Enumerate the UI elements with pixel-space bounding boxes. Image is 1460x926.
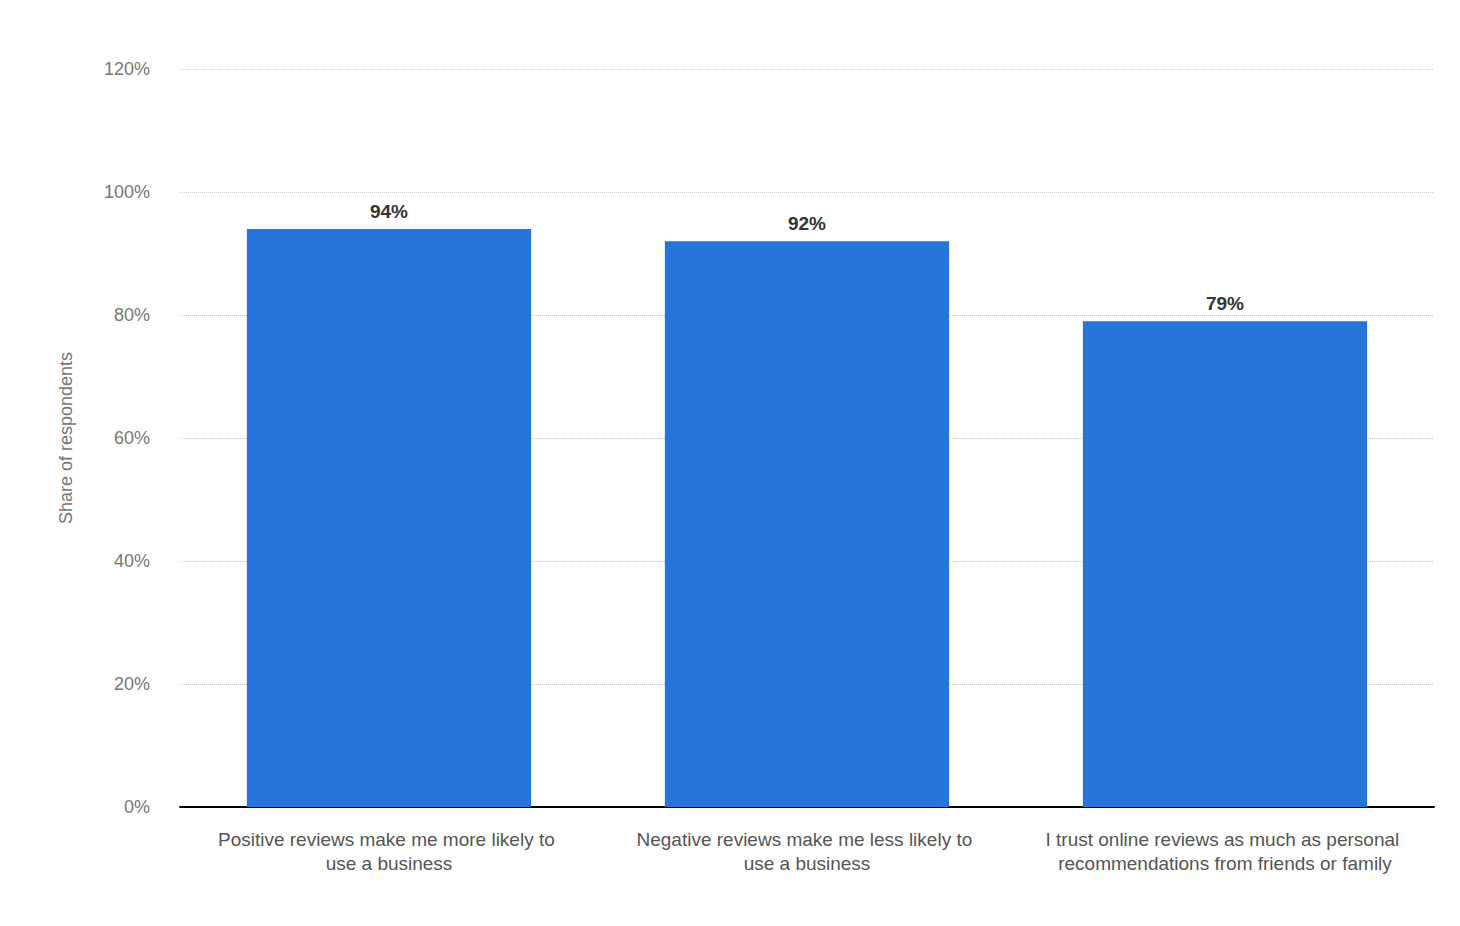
- svg-text:120%: 120%: [104, 59, 150, 79]
- svg-text:I trust online reviews as much: I trust online reviews as much as person…: [1045, 829, 1404, 850]
- svg-text:recommendations from friends o: recommendations from friends or family: [1058, 853, 1392, 874]
- svg-text:40%: 40%: [114, 551, 150, 571]
- svg-text:100%: 100%: [104, 182, 150, 202]
- svg-text:0%: 0%: [124, 797, 150, 817]
- svg-text:92%: 92%: [788, 213, 826, 234]
- svg-text:Share of respondents: Share of respondents: [56, 352, 76, 524]
- svg-text:20%: 20%: [114, 674, 150, 694]
- svg-text:use a business: use a business: [744, 853, 871, 874]
- svg-text:79%: 79%: [1206, 293, 1244, 314]
- svg-text:60%: 60%: [114, 428, 150, 448]
- svg-text:use a business: use a business: [326, 853, 453, 874]
- svg-text:80%: 80%: [114, 305, 150, 325]
- svg-text:Negative reviews make me less: Negative reviews make me less likely to: [636, 829, 977, 850]
- svg-text:94%: 94%: [370, 201, 408, 222]
- svg-text:Positive reviews make me more: Positive reviews make me more likely to: [218, 829, 560, 850]
